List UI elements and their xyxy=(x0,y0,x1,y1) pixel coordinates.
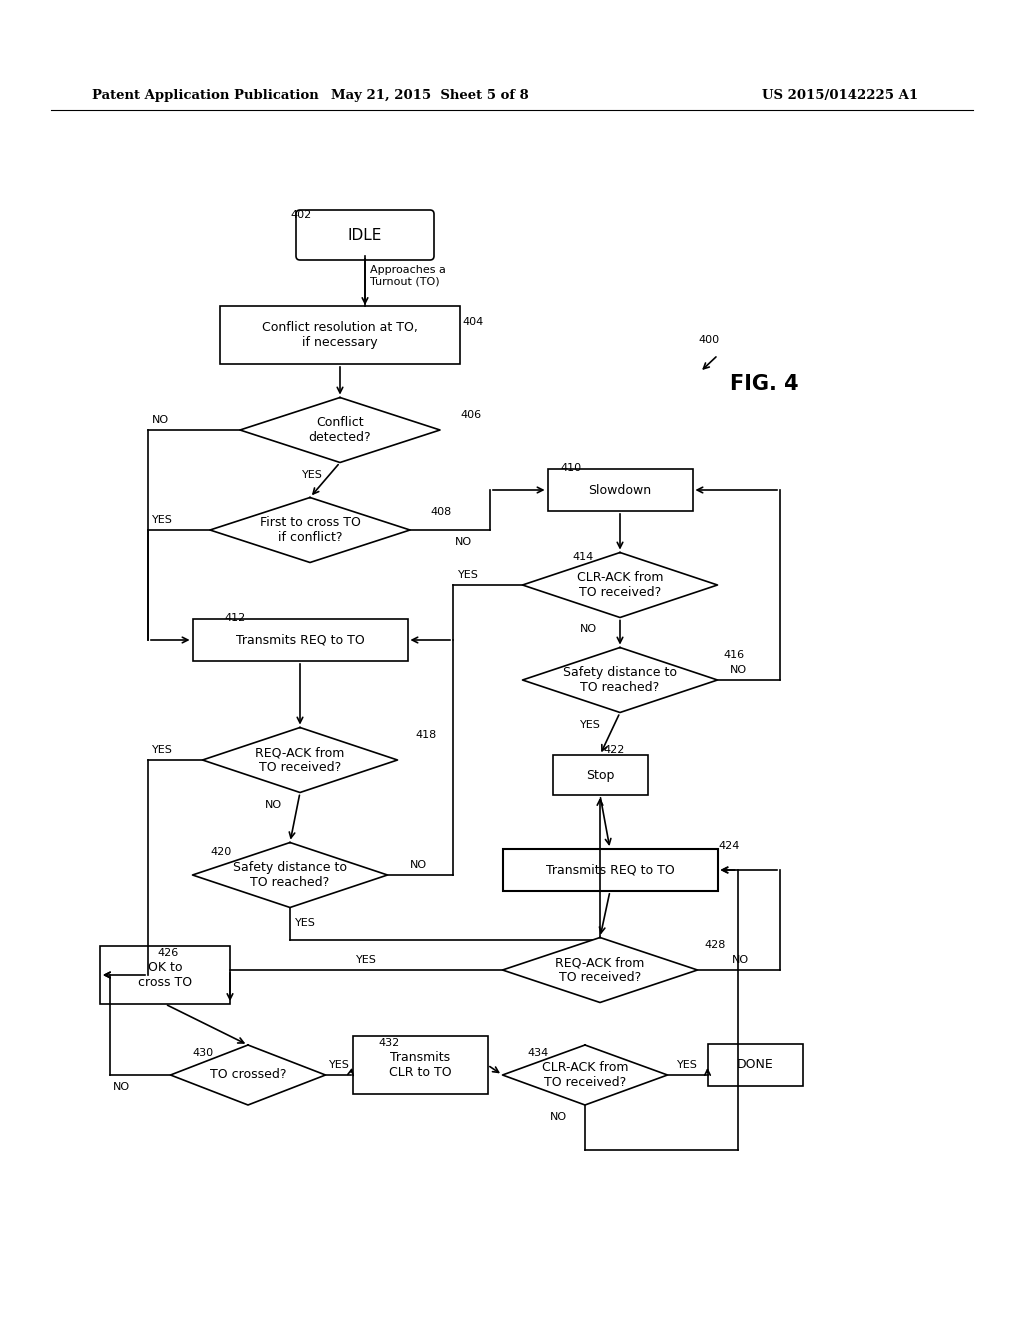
Text: 402: 402 xyxy=(290,210,311,220)
Text: Stop: Stop xyxy=(586,768,614,781)
Text: CLR-ACK from
TO received?: CLR-ACK from TO received? xyxy=(542,1061,629,1089)
Text: May 21, 2015  Sheet 5 of 8: May 21, 2015 Sheet 5 of 8 xyxy=(331,88,529,102)
Text: 434: 434 xyxy=(527,1048,548,1059)
FancyBboxPatch shape xyxy=(296,210,434,260)
Text: First to cross TO
if conflict?: First to cross TO if conflict? xyxy=(259,516,360,544)
Text: Safety distance to
TO reached?: Safety distance to TO reached? xyxy=(233,861,347,888)
Text: 404: 404 xyxy=(462,317,483,327)
Text: NO: NO xyxy=(732,954,750,965)
Bar xyxy=(220,306,460,364)
Text: Conflict
detected?: Conflict detected? xyxy=(308,416,372,444)
Text: YES: YES xyxy=(677,1060,698,1071)
Text: 424: 424 xyxy=(718,841,739,851)
Text: 414: 414 xyxy=(572,552,593,562)
Text: 432: 432 xyxy=(378,1038,399,1048)
Text: REQ-ACK from
TO received?: REQ-ACK from TO received? xyxy=(555,956,645,983)
Text: DONE: DONE xyxy=(736,1059,773,1072)
Text: NO: NO xyxy=(265,800,283,809)
Text: YES: YES xyxy=(329,1060,349,1071)
Polygon shape xyxy=(503,1045,668,1105)
Polygon shape xyxy=(522,553,718,618)
Text: NO: NO xyxy=(455,537,472,546)
Polygon shape xyxy=(503,937,697,1002)
Text: Transmits REQ to TO: Transmits REQ to TO xyxy=(236,634,365,647)
Text: YES: YES xyxy=(302,470,323,479)
Text: US 2015/0142225 A1: US 2015/0142225 A1 xyxy=(762,88,918,102)
Text: YES: YES xyxy=(152,515,173,525)
Bar xyxy=(100,946,230,1005)
Bar xyxy=(503,849,718,891)
Text: OK to
cross TO: OK to cross TO xyxy=(138,961,193,989)
Text: YES: YES xyxy=(295,917,315,928)
Polygon shape xyxy=(210,498,410,562)
Text: YES: YES xyxy=(355,954,377,965)
Text: NO: NO xyxy=(113,1082,130,1092)
Text: TO crossed?: TO crossed? xyxy=(210,1068,287,1081)
Text: NO: NO xyxy=(580,624,597,635)
Text: 408: 408 xyxy=(430,507,452,517)
Text: Transmits REQ to TO: Transmits REQ to TO xyxy=(546,863,675,876)
Text: FIG. 4: FIG. 4 xyxy=(730,374,799,393)
Polygon shape xyxy=(193,842,387,908)
Text: 400: 400 xyxy=(698,335,719,345)
Text: Slowdown: Slowdown xyxy=(589,483,651,496)
Text: 406: 406 xyxy=(460,411,481,420)
Text: Patent Application Publication: Patent Application Publication xyxy=(92,88,318,102)
Text: IDLE: IDLE xyxy=(348,227,382,243)
Text: Approaches a
Turnout (TO): Approaches a Turnout (TO) xyxy=(370,265,445,286)
Text: 418: 418 xyxy=(415,730,436,741)
Text: CLR-ACK from
TO received?: CLR-ACK from TO received? xyxy=(577,572,664,599)
Text: Safety distance to
TO reached?: Safety distance to TO reached? xyxy=(563,667,677,694)
Text: NO: NO xyxy=(550,1111,567,1122)
Text: Transmits
CLR to TO: Transmits CLR to TO xyxy=(389,1051,452,1078)
Polygon shape xyxy=(522,648,718,713)
Text: YES: YES xyxy=(580,719,601,730)
Text: REQ-ACK from
TO received?: REQ-ACK from TO received? xyxy=(255,746,345,774)
Text: 430: 430 xyxy=(193,1048,213,1059)
Text: 428: 428 xyxy=(705,940,725,950)
Text: NO: NO xyxy=(152,414,169,425)
Bar xyxy=(548,469,692,511)
Text: 426: 426 xyxy=(157,948,178,958)
Bar xyxy=(708,1044,803,1086)
Text: YES: YES xyxy=(152,744,173,755)
Bar xyxy=(193,619,408,661)
Text: NO: NO xyxy=(730,665,748,675)
Bar xyxy=(553,755,647,795)
Polygon shape xyxy=(240,397,440,462)
Text: 412: 412 xyxy=(224,612,246,623)
Bar xyxy=(352,1036,487,1094)
Polygon shape xyxy=(171,1045,326,1105)
Text: 422: 422 xyxy=(603,744,625,755)
Text: 420: 420 xyxy=(210,847,231,857)
Text: 410: 410 xyxy=(560,463,582,473)
Text: NO: NO xyxy=(410,861,427,870)
Text: YES: YES xyxy=(458,570,479,579)
Text: Conflict resolution at TO,
if necessary: Conflict resolution at TO, if necessary xyxy=(262,321,418,348)
Text: 416: 416 xyxy=(723,649,744,660)
Polygon shape xyxy=(203,727,397,792)
